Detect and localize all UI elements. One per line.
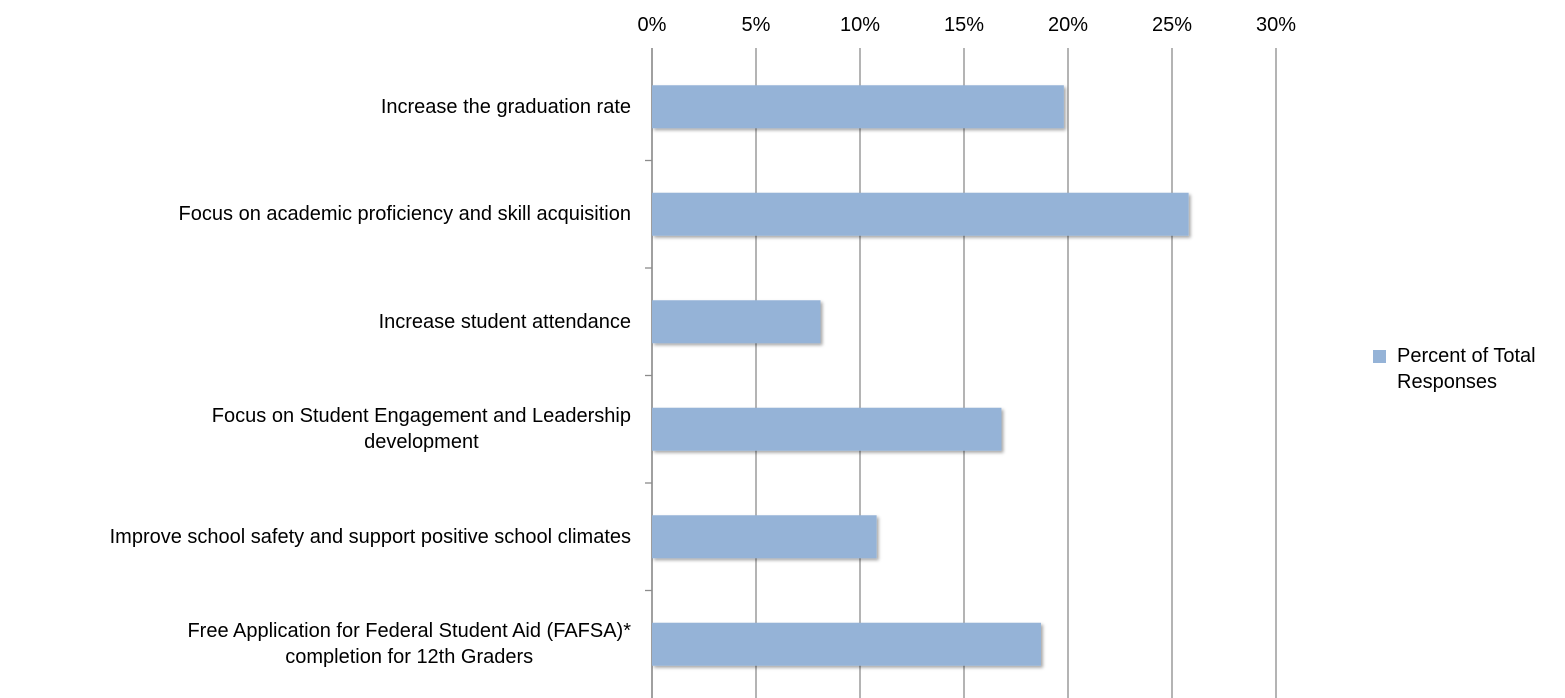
bar [652, 85, 1064, 129]
bar [652, 300, 821, 344]
y-tick-label: Focus on Student Engagement and Leadersh… [212, 403, 631, 455]
label-line: Increase the graduation rate [380, 95, 631, 118]
y-tick-label: Free Application for Federal Student Aid… [187, 618, 631, 670]
label-line: Free Application for Federal Student Aid… [187, 620, 631, 643]
x-tick-label: 10% [839, 14, 881, 36]
label-line: Improve school safety and support positi… [109, 525, 631, 548]
bar [652, 622, 1041, 666]
x-tick-label: 0% [637, 14, 667, 36]
x-tick-label: 25% [1151, 14, 1193, 36]
label-line: Focus on Student Engagement and Leadersh… [211, 405, 631, 428]
label-line: development [364, 431, 479, 454]
y-tick-label: Increase student attendance [379, 309, 631, 335]
bar [652, 515, 877, 559]
label-line: Increase student attendance [378, 310, 631, 333]
y-tick-label: Improve school safety and support positi… [110, 524, 631, 550]
label-line: completion for 12th Graders [285, 646, 534, 669]
x-tick-label: 5% [741, 14, 771, 36]
legend-swatch [1373, 350, 1386, 363]
y-tick-label: Increase the graduation rate [381, 94, 631, 120]
bar [652, 407, 1002, 451]
legend-label: Percent of Total Responses [1397, 345, 1536, 393]
bar [652, 192, 1189, 236]
x-tick-label: 20% [1047, 14, 1089, 36]
x-tick-label: 15% [943, 14, 985, 36]
label-line: Focus on academic proficiency and skill … [178, 203, 631, 226]
y-tick-label: Focus on academic proficiency and skill … [179, 201, 631, 227]
x-tick-label: 30% [1255, 14, 1297, 36]
